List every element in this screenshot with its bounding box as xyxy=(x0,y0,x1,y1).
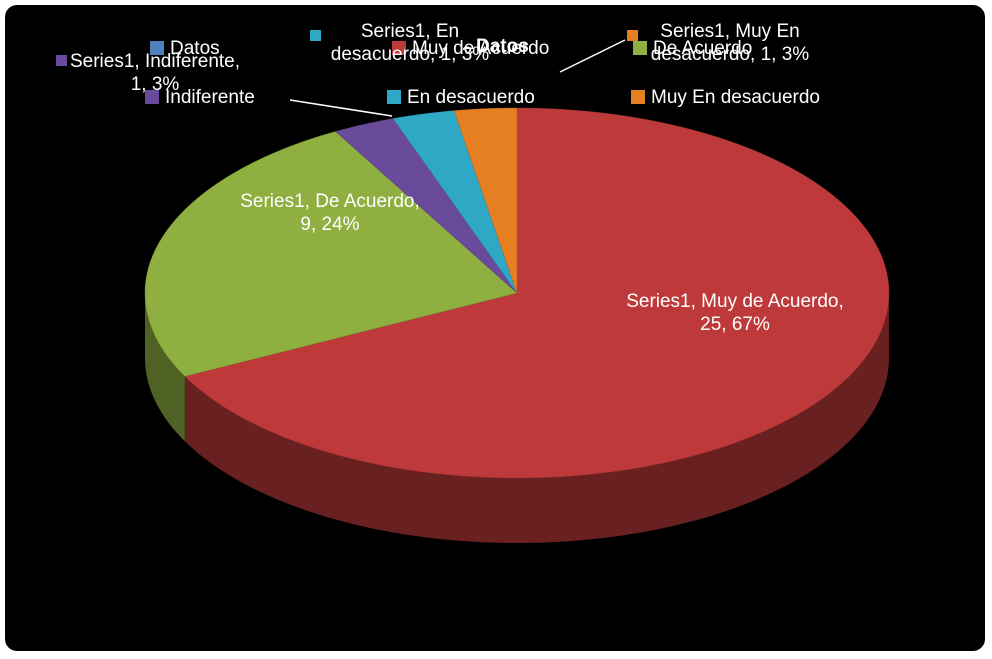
legend-swatch xyxy=(633,41,647,55)
legend-label: Indiferente xyxy=(165,87,255,108)
chart-title: Datos xyxy=(476,36,529,57)
leader-line xyxy=(559,39,626,73)
leader-line xyxy=(289,99,393,117)
legend-swatch xyxy=(145,90,159,104)
data-label: Series1, De Acuerdo, 9, 24% xyxy=(240,191,420,235)
legend-swatch xyxy=(387,90,401,104)
legend-swatch xyxy=(631,90,645,104)
data-label: Series1, Indiferente, 1, 3% xyxy=(69,51,241,95)
slice xyxy=(392,110,518,294)
label-swatch xyxy=(627,30,638,41)
slice xyxy=(144,131,518,377)
data-label: Series1, Muy En desacuerdo, 1, 3% xyxy=(650,21,810,65)
legend-swatch xyxy=(150,41,164,55)
slice xyxy=(335,118,518,294)
slice-sides xyxy=(145,293,890,543)
label-swatch xyxy=(310,30,321,41)
slice-tops xyxy=(144,107,890,479)
legend-label: Muy de Acuerdo xyxy=(412,38,550,59)
legend-label: Muy En desacuerdo xyxy=(651,87,820,108)
slice xyxy=(184,107,890,479)
legend-swatch xyxy=(392,41,406,55)
slice-side xyxy=(145,293,185,442)
legend-label: Datos xyxy=(170,38,220,59)
label-swatch xyxy=(210,195,221,206)
legend-label: De Acuerdo xyxy=(653,38,753,59)
data-label: Series1, Muy de Acuerdo, 25, 67% xyxy=(626,291,844,335)
data-label: Series1, En desacuerdo, 1, 3% xyxy=(330,21,490,65)
legend-label: En desacuerdo xyxy=(407,87,535,108)
label-swatch xyxy=(634,296,645,307)
slice-side xyxy=(184,293,890,543)
label-swatch xyxy=(56,55,67,66)
slice xyxy=(453,107,518,294)
